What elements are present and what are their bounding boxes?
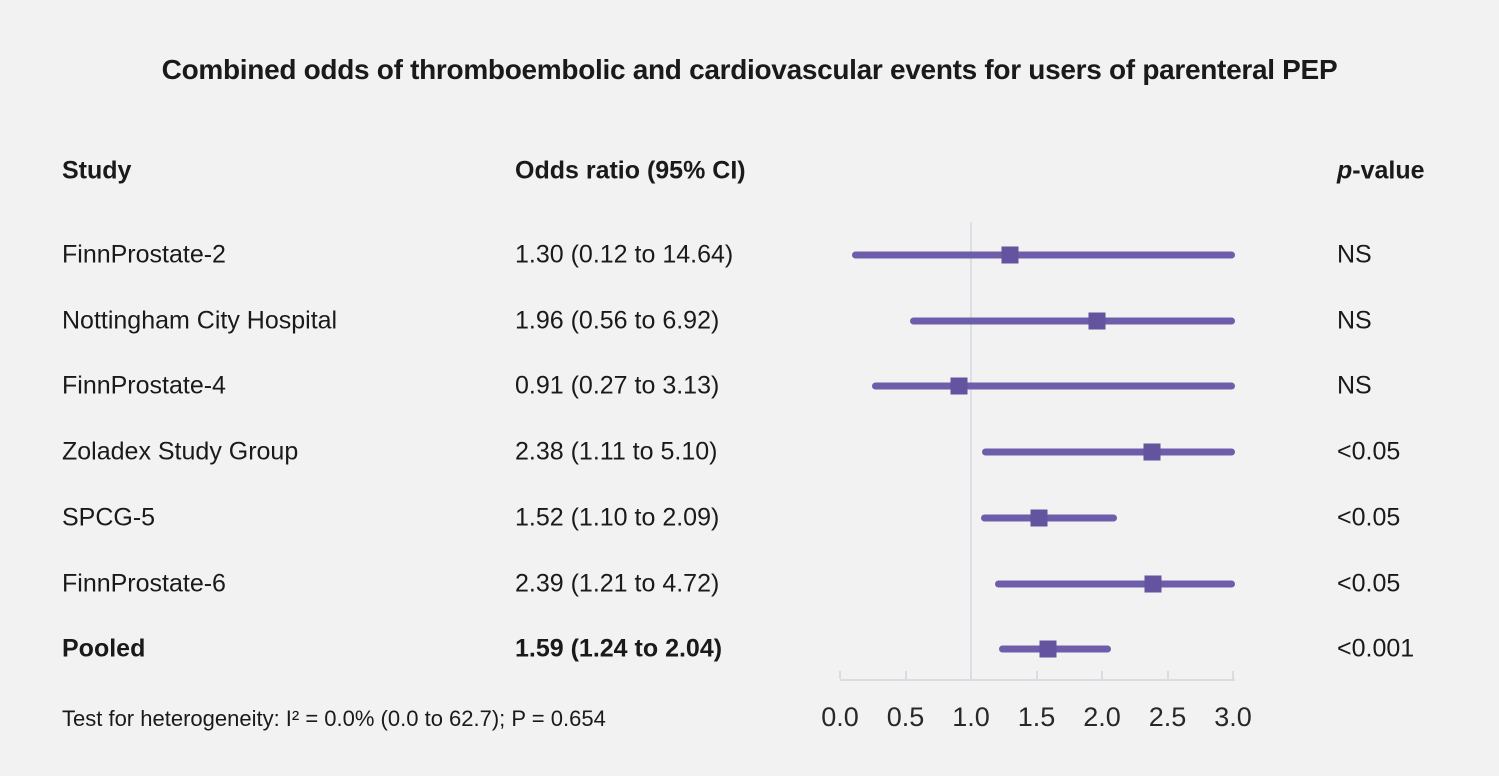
point-estimate-marker [950,377,968,395]
column-header-study: Study [62,156,132,185]
x-axis-tick [970,671,972,679]
reference-line [970,222,972,680]
ci-line [980,514,1118,522]
x-axis-tick [1232,671,1234,679]
ci-line [852,251,1235,259]
point-estimate-marker [1030,509,1048,527]
p-value-header-italic-p: p [1337,156,1353,185]
p-value: <0.05 [1337,569,1401,598]
odds-ratio-value: 0.91 (0.27 to 3.13) [515,371,720,400]
study-label: FinnProstate-2 [62,240,226,269]
odds-ratio-value: 2.38 (1.11 to 5.10) [515,437,718,466]
study-label: Pooled [62,634,146,663]
p-value: <0.05 [1337,437,1401,466]
p-value: <0.001 [1337,634,1415,663]
x-axis-tick-label: 0.0 [821,702,859,732]
point-estimate-marker [1144,575,1162,593]
point-estimate-marker [1001,246,1019,264]
p-value-header-rest: -value [1352,156,1425,185]
ci-line [909,317,1235,325]
x-axis-tick-label: 2.0 [1083,702,1121,732]
point-estimate-marker [1088,312,1106,330]
column-header-p-value: p-value [1337,156,1425,185]
p-value: NS [1337,240,1372,269]
heterogeneity-note: Test for heterogeneity: I² = 0.0% (0.0 t… [62,706,606,731]
ci-line [995,580,1235,588]
x-axis-tick [1035,671,1038,679]
p-value: NS [1337,306,1372,335]
x-axis-tick [839,671,841,679]
point-estimate-marker [1039,640,1057,658]
p-value: <0.05 [1337,503,1401,532]
odds-ratio-value: 1.52 (1.10 to 2.09) [515,503,720,532]
ci-line [871,382,1235,390]
study-label: Zoladex Study Group [62,437,299,466]
figure-title: Combined odds of thromboembolic and card… [161,54,1338,85]
odds-ratio-value: 1.59 (1.24 to 2.04) [515,634,723,663]
odds-ratio-value: 1.96 (0.56 to 6.92) [515,306,720,335]
p-value: NS [1337,371,1372,400]
x-axis-tick [1101,671,1103,679]
x-axis-line [840,679,1235,681]
x-axis-tick-label: 3.0 [1214,702,1252,732]
x-axis-tick [1166,671,1169,679]
study-label: Nottingham City Hospital [62,306,338,335]
odds-ratio-value: 1.30 (0.12 to 14.64) [515,240,734,269]
x-axis-tick-label: 0.5 [886,702,925,732]
point-estimate-marker [1143,443,1161,461]
odds-ratio-value: 2.39 (1.21 to 4.72) [515,569,720,598]
study-label: FinnProstate-4 [62,371,226,400]
x-axis-tick [904,671,907,679]
x-axis-tick-label: 2.5 [1148,702,1187,732]
study-label: FinnProstate-6 [62,569,226,598]
column-header-odds-ratio: Odds ratio (95% CI) [515,156,746,185]
x-axis-tick-label: 1.0 [952,702,990,732]
x-axis-tick-label: 1.5 [1017,702,1056,732]
ci-line [981,448,1235,456]
study-label: SPCG-5 [62,503,156,532]
